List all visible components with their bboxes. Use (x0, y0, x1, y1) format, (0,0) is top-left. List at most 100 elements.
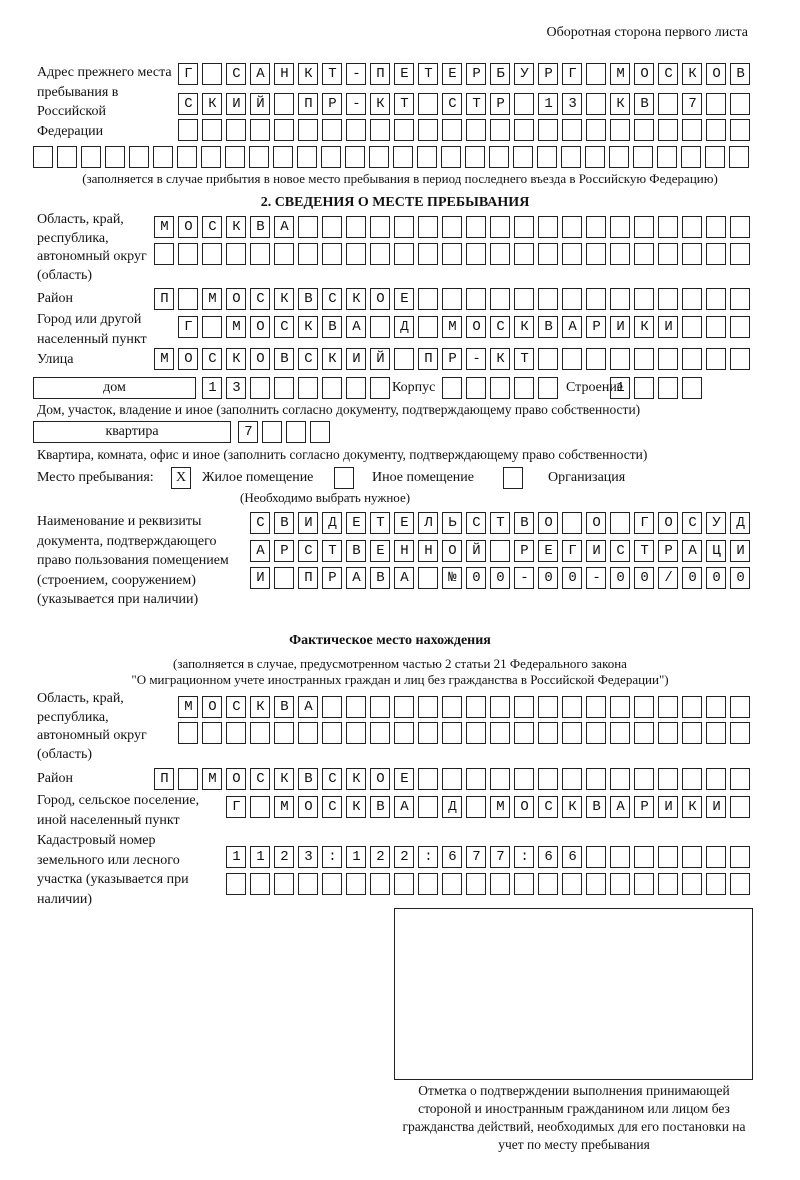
prev-address-row-2-cell[interactable] (730, 93, 750, 115)
region-row-2-cell[interactable] (562, 243, 582, 265)
prev-address-row-4-cell[interactable] (537, 146, 557, 168)
region-row-1-cell[interactable] (466, 216, 486, 238)
house-number-row-cell[interactable] (322, 377, 342, 399)
prev-address-row-4-cell[interactable] (561, 146, 581, 168)
actual-region-row-2-cell[interactable] (394, 722, 414, 744)
actual-district-row-cell[interactable] (154, 768, 174, 790)
actual-city-row-cell[interactable] (538, 796, 558, 818)
cadastre-row-1-cell[interactable] (490, 846, 510, 868)
doc-row-3-cell[interactable] (514, 567, 534, 589)
doc-row-2-cell[interactable] (634, 540, 654, 562)
region-row-1-cell[interactable] (658, 216, 678, 238)
doc-row-1-cell[interactable] (514, 512, 534, 534)
actual-region-row-1-cell[interactable] (322, 696, 342, 718)
doc-row-1-cell[interactable] (322, 512, 342, 534)
street-row-cell[interactable] (682, 348, 702, 370)
city-row-cell[interactable] (346, 316, 366, 338)
city-row-cell[interactable] (730, 316, 750, 338)
district-row-cell[interactable] (562, 288, 582, 310)
prev-address-row-3-cell[interactable] (394, 119, 414, 141)
street-row-cell[interactable] (658, 348, 678, 370)
cadastre-row-1-cell[interactable] (466, 846, 486, 868)
street-row-cell[interactable] (730, 348, 750, 370)
cadastre-row-2-cell[interactable] (706, 873, 726, 895)
doc-row-2-cell[interactable] (610, 540, 630, 562)
street-row-cell[interactable] (298, 348, 318, 370)
cadastre-row-2-cell[interactable] (322, 873, 342, 895)
region-row-1-cell[interactable] (514, 216, 534, 238)
prev-address-row-1-cell[interactable] (538, 63, 558, 85)
doc-row-3-cell[interactable] (250, 567, 270, 589)
actual-region-row-1-cell[interactable] (682, 696, 702, 718)
prev-address-row-3-cell[interactable] (226, 119, 246, 141)
region-row-2-cell[interactable] (346, 243, 366, 265)
actual-district-row-cell[interactable] (682, 768, 702, 790)
prev-address-row-3-cell[interactable] (466, 119, 486, 141)
region-row-1-cell[interactable] (370, 216, 390, 238)
street-row-cell[interactable] (250, 348, 270, 370)
prev-address-row-3-cell[interactable] (562, 119, 582, 141)
prev-address-row-4-cell[interactable] (465, 146, 485, 168)
doc-row-3-cell[interactable] (706, 567, 726, 589)
region-row-1-cell[interactable] (250, 216, 270, 238)
actual-district-row-cell[interactable] (226, 768, 246, 790)
actual-district-row-cell[interactable] (322, 768, 342, 790)
actual-district-row-cell[interactable] (562, 768, 582, 790)
doc-row-1-cell[interactable] (730, 512, 750, 534)
prev-address-row-2-cell[interactable] (610, 93, 630, 115)
actual-region-row-1-cell[interactable] (730, 696, 750, 718)
house-number-row-cell[interactable] (250, 377, 270, 399)
street-row-cell[interactable] (226, 348, 246, 370)
prev-address-row-3-cell[interactable] (442, 119, 462, 141)
region-row-1-cell[interactable] (322, 216, 342, 238)
region-row-2-cell[interactable] (154, 243, 174, 265)
prev-address-row-4-cell[interactable] (489, 146, 509, 168)
actual-region-row-2-cell[interactable] (682, 722, 702, 744)
street-row-cell[interactable] (562, 348, 582, 370)
stay-checkbox-residential[interactable]: X (171, 467, 191, 489)
prev-address-row-3-cell[interactable] (490, 119, 510, 141)
cadastre-row-2-cell[interactable] (658, 873, 678, 895)
doc-row-3-cell[interactable] (490, 567, 510, 589)
district-row-cell[interactable] (706, 288, 726, 310)
region-row-2-cell[interactable] (706, 243, 726, 265)
doc-row-2-cell[interactable] (562, 540, 582, 562)
actual-city-row-cell[interactable] (730, 796, 750, 818)
region-row-1-cell[interactable] (610, 216, 630, 238)
doc-row-1-cell[interactable] (586, 512, 606, 534)
prev-address-row-4-cell[interactable] (249, 146, 269, 168)
region-row-2-cell[interactable] (514, 243, 534, 265)
street-row-cell[interactable] (490, 348, 510, 370)
prev-address-row-1-cell[interactable] (514, 63, 534, 85)
region-row-2-cell[interactable] (322, 243, 342, 265)
district-row-cell[interactable] (682, 288, 702, 310)
prev-address-row-4-cell[interactable] (105, 146, 125, 168)
prev-address-row-4-cell[interactable] (609, 146, 629, 168)
actual-city-row-cell[interactable] (442, 796, 462, 818)
doc-row-2-cell[interactable] (682, 540, 702, 562)
prev-address-row-1-cell[interactable] (370, 63, 390, 85)
city-row-cell[interactable] (442, 316, 462, 338)
actual-city-row-cell[interactable] (418, 796, 438, 818)
prev-address-row-4-cell[interactable] (129, 146, 149, 168)
actual-region-row-2-cell[interactable] (610, 722, 630, 744)
street-row-cell[interactable] (586, 348, 606, 370)
district-row-cell[interactable] (154, 288, 174, 310)
street-row-cell[interactable] (274, 348, 294, 370)
district-row-cell[interactable] (346, 288, 366, 310)
prev-address-row-1-cell[interactable] (490, 63, 510, 85)
doc-row-1-cell[interactable] (610, 512, 630, 534)
region-row-2-cell[interactable] (466, 243, 486, 265)
cadastre-row-1-cell[interactable] (562, 846, 582, 868)
prev-address-row-1-cell[interactable] (586, 63, 606, 85)
actual-region-row-2-cell[interactable] (634, 722, 654, 744)
actual-region-row-1-cell[interactable] (274, 696, 294, 718)
actual-region-row-1-cell[interactable] (202, 696, 222, 718)
prev-address-row-3-cell[interactable] (322, 119, 342, 141)
district-row-cell[interactable] (370, 288, 390, 310)
prev-address-row-3-cell[interactable] (346, 119, 366, 141)
actual-region-row-2-cell[interactable] (250, 722, 270, 744)
city-row-cell[interactable] (586, 316, 606, 338)
street-row-cell[interactable] (634, 348, 654, 370)
prev-address-row-1-cell[interactable] (562, 63, 582, 85)
